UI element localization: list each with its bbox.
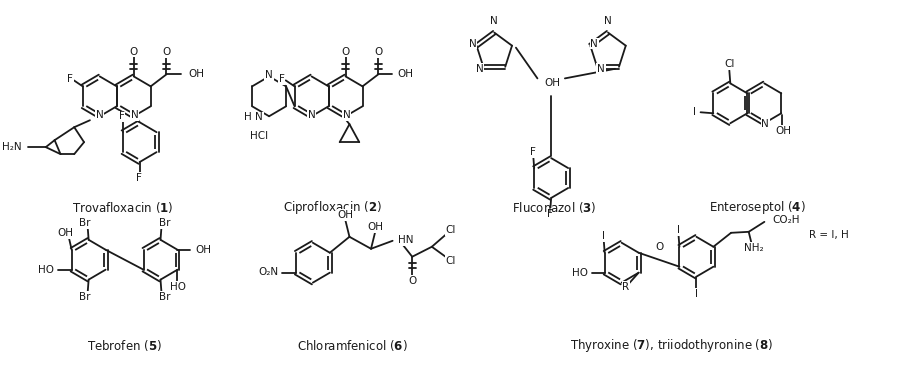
Text: OH: OH	[398, 70, 414, 79]
Text: H₂N: H₂N	[2, 142, 22, 152]
Text: I: I	[677, 225, 680, 235]
Text: O: O	[341, 46, 350, 57]
Text: N: N	[590, 39, 598, 49]
Text: Br: Br	[158, 291, 170, 301]
Text: HO: HO	[572, 268, 588, 278]
Text: O: O	[162, 47, 170, 57]
Text: Cl: Cl	[724, 60, 734, 70]
Text: HCl: HCl	[250, 131, 268, 141]
Text: Br: Br	[158, 218, 170, 228]
Text: Tebrofen ($\mathbf{5}$): Tebrofen ($\mathbf{5}$)	[87, 338, 162, 353]
Text: F: F	[68, 74, 73, 84]
Text: N: N	[266, 70, 273, 81]
Text: Fluconazol ($\mathbf{3}$): Fluconazol ($\mathbf{3}$)	[512, 201, 597, 215]
Text: CO₂H: CO₂H	[772, 215, 800, 225]
Text: O: O	[408, 276, 417, 286]
Text: Enteroseptol ($\mathbf{4}$): Enteroseptol ($\mathbf{4}$)	[709, 199, 806, 216]
Text: Chloramfenicol ($\mathbf{6}$): Chloramfenicol ($\mathbf{6}$)	[297, 338, 408, 353]
Text: N: N	[761, 119, 770, 129]
Text: F: F	[136, 173, 141, 183]
Text: H: H	[244, 112, 251, 122]
Text: O: O	[655, 242, 663, 252]
Text: O: O	[130, 46, 138, 57]
Text: I: I	[693, 107, 696, 117]
Text: O₂N: O₂N	[258, 267, 278, 277]
Text: I: I	[695, 289, 698, 298]
Text: F: F	[279, 74, 284, 84]
Text: N: N	[308, 110, 315, 120]
Text: OH: OH	[544, 78, 560, 88]
Text: R: R	[622, 282, 629, 291]
Text: N: N	[604, 15, 612, 26]
Text: O: O	[374, 47, 382, 57]
Text: Trovafloxacin ($\mathbf{1}$): Trovafloxacin ($\mathbf{1}$)	[72, 201, 174, 215]
Text: OH: OH	[188, 70, 204, 79]
Text: N: N	[96, 110, 104, 120]
Text: N: N	[469, 39, 476, 49]
Text: N: N	[343, 110, 350, 120]
Text: R = I, H: R = I, H	[809, 230, 849, 240]
Text: Cl: Cl	[446, 256, 455, 266]
Text: F: F	[119, 111, 124, 121]
Text: Thyroxine ($\mathbf{7}$), triiodothyronine ($\mathbf{8}$): Thyroxine ($\mathbf{7}$), triiodothyroni…	[570, 337, 773, 354]
Text: N: N	[491, 15, 499, 26]
Text: HO: HO	[170, 282, 186, 291]
Text: OH: OH	[367, 222, 383, 232]
Text: F: F	[530, 147, 536, 157]
Text: NH₂: NH₂	[743, 243, 763, 253]
Text: F: F	[547, 209, 553, 219]
Text: Br: Br	[79, 218, 91, 228]
Text: N: N	[475, 64, 483, 74]
Text: HO: HO	[38, 265, 54, 275]
Text: I: I	[602, 231, 605, 241]
Text: OH: OH	[58, 228, 74, 238]
Text: OH: OH	[775, 126, 791, 136]
Text: N: N	[256, 112, 263, 122]
Text: Ciprofloxacin ($\mathbf{2}$): Ciprofloxacin ($\mathbf{2}$)	[283, 199, 382, 216]
Text: N: N	[130, 110, 139, 120]
Text: Br: Br	[79, 291, 91, 301]
Text: Cl: Cl	[446, 225, 455, 235]
Text: HN: HN	[398, 235, 413, 245]
Text: N: N	[597, 64, 605, 74]
Text: OH: OH	[338, 210, 354, 220]
Text: OH: OH	[195, 245, 212, 255]
